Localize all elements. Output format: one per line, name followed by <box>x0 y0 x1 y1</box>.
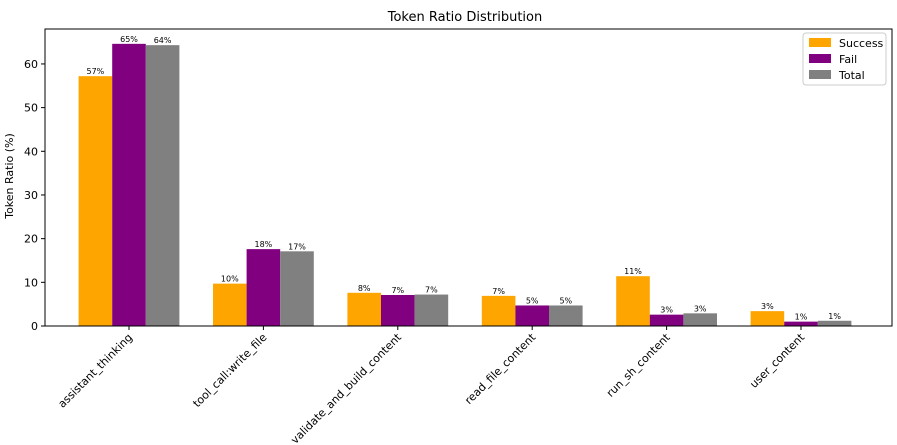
bar-label-total-2: 7% <box>425 286 438 295</box>
bar-total-5 <box>817 320 852 326</box>
x-tick-label: assistant_thinking <box>56 331 136 411</box>
bar-fail-0 <box>112 43 146 326</box>
bar-total-4 <box>683 313 717 326</box>
legend-label-fail: Fail <box>839 53 857 66</box>
bar-label-fail-1: 18% <box>255 240 273 249</box>
y-tick-label: 60 <box>24 58 38 71</box>
y-tick-label: 40 <box>24 145 38 158</box>
bar-success-3 <box>481 295 516 326</box>
bar-total-2 <box>414 294 449 326</box>
legend-label-success: Success <box>839 37 884 50</box>
bar-total-3 <box>549 305 583 326</box>
y-tick-label: 50 <box>24 102 38 115</box>
x-tick-label: validate_and_build_content <box>288 330 404 445</box>
y-tick-label: 30 <box>24 189 38 202</box>
y-tick-label: 0 <box>31 320 38 333</box>
y-tick-label: 20 <box>24 233 38 246</box>
bar-fail-4 <box>649 314 684 326</box>
bar-label-success-2: 8% <box>358 284 371 293</box>
bar-success-1 <box>213 283 247 326</box>
bar-label-total-5: 1% <box>828 312 841 321</box>
x-tick-label: read_file_content <box>462 330 539 407</box>
legend-swatch-total <box>809 70 831 79</box>
y-tick-label: 10 <box>24 276 38 289</box>
x-tick-label: tool_call:write_file <box>190 331 269 410</box>
bar-label-total-0: 64% <box>154 36 172 45</box>
bar-label-total-1: 17% <box>288 242 306 251</box>
bar-label-success-4: 11% <box>624 267 642 276</box>
legend-swatch-fail <box>809 54 831 63</box>
bar-success-5 <box>750 311 785 326</box>
bar-fail-2 <box>381 294 415 326</box>
bar-label-fail-0: 65% <box>120 35 138 44</box>
bar-label-fail-2: 7% <box>391 286 404 295</box>
chart-title: Token Ratio Distribution <box>387 10 542 25</box>
y-axis-label: Token Ratio (%) <box>3 133 16 220</box>
x-tick-label: run_sh_content <box>604 330 673 399</box>
bar-labels-group: 57% 10% 8% 7% 11% 3% 65% 18% 7% 5% 3% 1% 64% 17% 7% 5% 3… <box>87 35 842 322</box>
legend-swatch-success <box>809 38 831 47</box>
bar-label-total-3: 5% <box>559 296 572 305</box>
y-axis: 0 10 20 30 40 50 60 <box>24 58 45 333</box>
bar-fail-3 <box>515 305 549 326</box>
legend: Success Fail Total <box>802 32 887 86</box>
bar-label-success-3: 7% <box>492 287 505 296</box>
bar-fail-1 <box>246 249 281 326</box>
plot-frame <box>44 28 893 327</box>
bar-total-0 <box>145 45 180 327</box>
bar-label-success-1: 10% <box>221 275 239 284</box>
legend-label-total: Total <box>838 69 865 82</box>
bar-success-2 <box>347 292 381 326</box>
bar-total-1 <box>280 251 314 326</box>
bar-label-total-4: 3% <box>694 304 707 313</box>
bar-label-success-5: 3% <box>761 302 774 311</box>
bar-success-4 <box>616 276 650 326</box>
x-tick-label: user_content <box>747 330 807 390</box>
bar-label-fail-3: 5% <box>526 296 539 305</box>
bars-group <box>78 43 852 327</box>
bar-label-fail-4: 3% <box>660 306 673 315</box>
bar-success-0 <box>78 76 113 326</box>
bar-label-fail-5: 1% <box>795 313 808 322</box>
bar-label-success-0: 57% <box>87 67 105 76</box>
x-axis: assistant_thinking tool_call:write_file va… <box>56 326 808 445</box>
bar-fail-5 <box>784 321 818 326</box>
